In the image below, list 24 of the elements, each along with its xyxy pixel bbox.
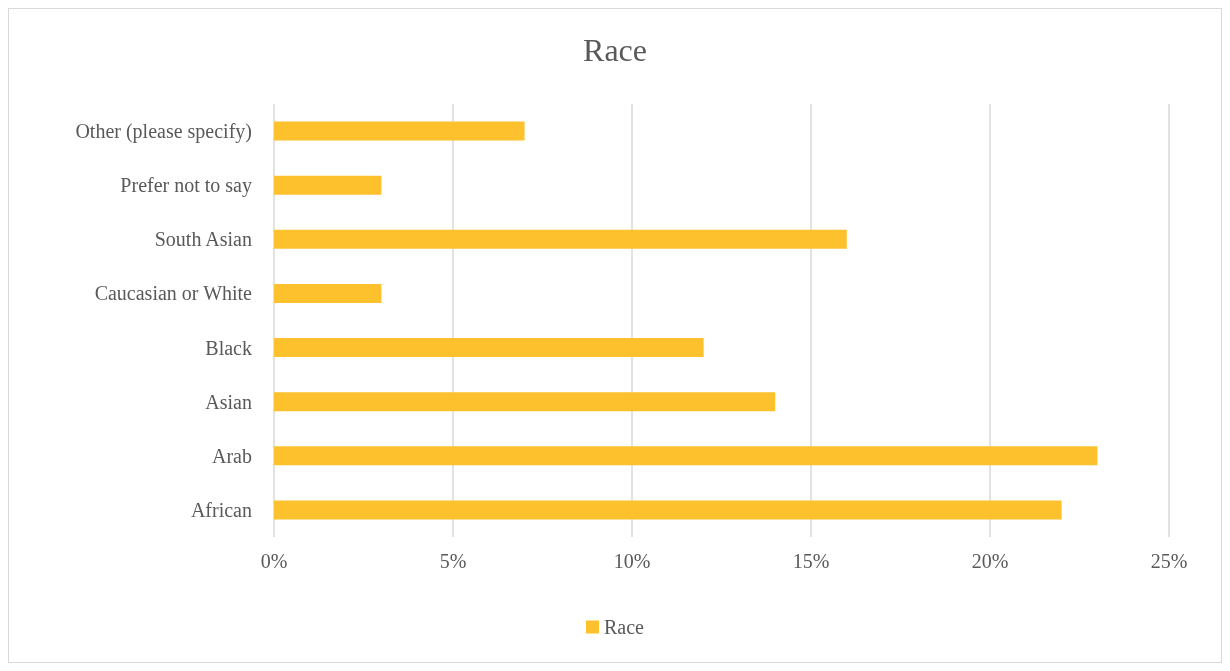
bar bbox=[274, 229, 847, 249]
y-tick-label: Black bbox=[205, 336, 252, 359]
y-tick-label: Caucasian or White bbox=[94, 282, 253, 305]
x-tick-label: 5% bbox=[439, 550, 467, 572]
bar bbox=[274, 446, 1098, 466]
bar bbox=[274, 283, 382, 303]
y-tick-label: South Asian bbox=[154, 228, 252, 251]
bar bbox=[274, 121, 525, 141]
y-tick-label: Prefer not to say bbox=[120, 174, 252, 198]
y-tick-label: Other (please specify) bbox=[75, 120, 252, 144]
y-tick-label: African bbox=[190, 498, 252, 521]
bar bbox=[274, 175, 382, 195]
y-tick-label: Arab bbox=[212, 444, 252, 467]
y-tick-label: Asian bbox=[205, 390, 252, 413]
bar bbox=[274, 338, 704, 358]
x-tick-label: 20% bbox=[971, 550, 1009, 572]
x-tick-label: 10% bbox=[613, 550, 651, 572]
bar bbox=[274, 500, 1062, 520]
x-tick-label: 25% bbox=[1150, 550, 1188, 572]
bar bbox=[274, 392, 776, 412]
legend-label: Race bbox=[604, 616, 645, 638]
x-tick-label: 15% bbox=[792, 550, 830, 572]
x-tick-label: 0% bbox=[260, 550, 288, 572]
chart-title: Race bbox=[583, 32, 647, 68]
